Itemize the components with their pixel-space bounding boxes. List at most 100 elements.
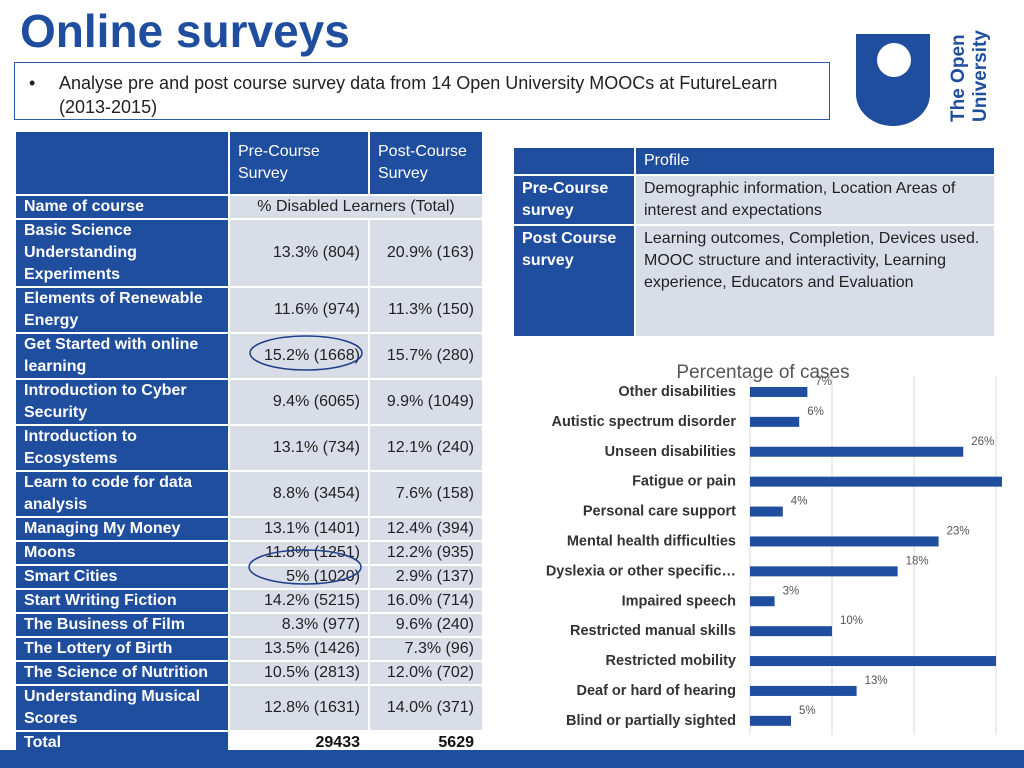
table-row: The Business of Film 8.3% (977) 9.6% (240)	[14, 612, 484, 638]
category-label: Autistic spectrum disorder	[551, 414, 736, 430]
table-row: Smart Cities 5% (1020) 2.9% (137)	[14, 564, 484, 590]
value-label: 23%	[947, 525, 970, 537]
value-label: 26%	[971, 436, 994, 448]
bar	[750, 715, 791, 726]
table-row: Basic Science Understanding Experiments 1…	[14, 218, 484, 288]
chart-title: Percentage of cases	[676, 362, 849, 383]
category-label: Restricted manual skills	[570, 623, 736, 639]
course-name: The Business of Film	[14, 612, 230, 638]
bar	[750, 656, 996, 667]
post-value: 11.3% (150)	[368, 286, 484, 334]
course-name: The Lottery of Birth	[14, 636, 230, 662]
value-label: 6%	[807, 406, 824, 418]
table-row: Elements of Renewable Energy 11.6% (974) 1…	[14, 286, 484, 334]
table-corner	[14, 130, 230, 196]
table-row: Introduction to Cyber Security 9.4% (6065…	[14, 378, 484, 426]
table-row: Learn to code for data analysis 8.8% (345…	[14, 470, 484, 518]
summary-text: Analyse pre and post course survey data …	[59, 73, 778, 117]
pre-value: 8.8% (3454)	[228, 470, 370, 518]
pre-value: 13.1% (734)	[228, 424, 370, 472]
logo-text-2: University	[970, 30, 991, 122]
post-value: 12.2% (935)	[368, 540, 484, 566]
courses-table: Pre-Course Survey Post-Course Survey Nam…	[14, 130, 484, 756]
bar	[750, 386, 808, 397]
bar	[750, 476, 1002, 487]
pre-value: 13.3% (804)	[228, 218, 370, 288]
post-value: 14.0% (371)	[368, 684, 484, 732]
table-row: Moons 11.8% (1251) 12.2% (935)	[14, 540, 484, 566]
profile-corner	[512, 146, 636, 176]
post-value: 9.6% (240)	[368, 612, 484, 638]
course-name: Managing My Money	[14, 516, 230, 542]
pre-value: 13.5% (1426)	[228, 636, 370, 662]
course-name: Introduction to Ecosystems	[14, 424, 230, 472]
value-label: 3%	[783, 585, 800, 597]
bar	[750, 506, 783, 517]
profile-table: Profile Pre-Course survey Demographic in…	[512, 146, 996, 338]
open-university-logo: The Open University	[856, 30, 991, 126]
value-label: 5%	[799, 705, 816, 717]
summary-box: • Analyse pre and post course survey dat…	[14, 62, 830, 120]
pre-course-survey-label: Pre-Course survey	[512, 174, 636, 226]
course-name: Elements of Renewable Energy	[14, 286, 230, 334]
course-name: Get Started with online learning	[14, 332, 230, 380]
bar	[750, 596, 775, 607]
course-name: Understanding Musical Scores	[14, 684, 230, 732]
table-row: Managing My Money 13.1% (1401) 12.4% (394)	[14, 516, 484, 542]
value-label: 4%	[791, 496, 808, 508]
logo-text-1: The Open	[948, 34, 969, 122]
category-label: Unseen disabilities	[605, 444, 736, 460]
course-name: Smart Cities	[14, 564, 230, 590]
table-row: Understanding Musical Scores 12.8% (1631)…	[14, 684, 484, 732]
category-label: Other disabilities	[618, 384, 736, 400]
table-row: Introduction to Ecosystems 13.1% (734) 12.…	[14, 424, 484, 472]
pre-value: 15.2% (1668)	[228, 332, 370, 380]
course-name: Introduction to Cyber Security	[14, 378, 230, 426]
pre-value: 12.8% (1631)	[228, 684, 370, 732]
course-name: Learn to code for data analysis	[14, 470, 230, 518]
bar	[750, 685, 857, 696]
category-label: Restricted mobility	[605, 653, 736, 669]
category-label: Mental health difficulties	[567, 533, 736, 549]
value-label: 18%	[906, 555, 929, 567]
profile-header: Profile	[634, 146, 996, 176]
pre-value: 8.3% (977)	[228, 612, 370, 638]
post-value: 12.0% (702)	[368, 660, 484, 686]
course-name: Start Writing Fiction	[14, 588, 230, 614]
pre-value: 11.6% (974)	[228, 286, 370, 334]
table-row: The Science of Nutrition 10.5% (2813) 12.0…	[14, 660, 484, 686]
post-value: 12.1% (240)	[368, 424, 484, 472]
course-name: Basic Science Understanding Experiments	[14, 218, 230, 288]
pre-value: 9.4% (6065)	[228, 378, 370, 426]
pre-course-survey-text: Demographic information, Location Areas …	[634, 174, 996, 226]
post-value: 7.6% (158)	[368, 470, 484, 518]
bar	[750, 536, 939, 547]
category-label: Fatigue or pain	[632, 474, 736, 490]
page-title: Online surveys	[20, 5, 350, 57]
post-course-survey-text: Learning outcomes, Completion, Devices u…	[634, 224, 996, 338]
bar	[750, 446, 964, 457]
category-label: Deaf or hard of hearing	[576, 683, 736, 699]
table-row: Get Started with online learning 15.2% (1…	[14, 332, 484, 380]
value-label: 10%	[840, 615, 863, 627]
course-name: The Science of Nutrition	[14, 660, 230, 686]
percentage-of-cases-chart: Percentage of cases Other disabilities 7%…	[546, 362, 1002, 735]
post-value: 20.9% (163)	[368, 218, 484, 288]
category-label: Impaired speech	[622, 593, 736, 609]
course-name: Moons	[14, 540, 230, 566]
pre-value: 5% (1020)	[228, 564, 370, 590]
category-label: Personal care support	[583, 504, 736, 520]
bar	[750, 626, 832, 637]
bullet-icon: •	[29, 73, 36, 93]
post-value: 2.9% (137)	[368, 564, 484, 590]
category-label: Dyslexia or other specific…	[546, 563, 736, 579]
bar	[750, 566, 898, 577]
post-value: 12.4% (394)	[368, 516, 484, 542]
disabled-learners-subheader: % Disabled Learners (Total)	[228, 194, 484, 220]
post-course-header: Post-Course Survey	[368, 130, 484, 196]
value-label: 13%	[865, 675, 888, 687]
value-label: 7%	[815, 376, 832, 388]
pre-value: 11.8% (1251)	[228, 540, 370, 566]
table-row: Start Writing Fiction 14.2% (5215) 16.0% (…	[14, 588, 484, 614]
bar	[750, 416, 800, 427]
